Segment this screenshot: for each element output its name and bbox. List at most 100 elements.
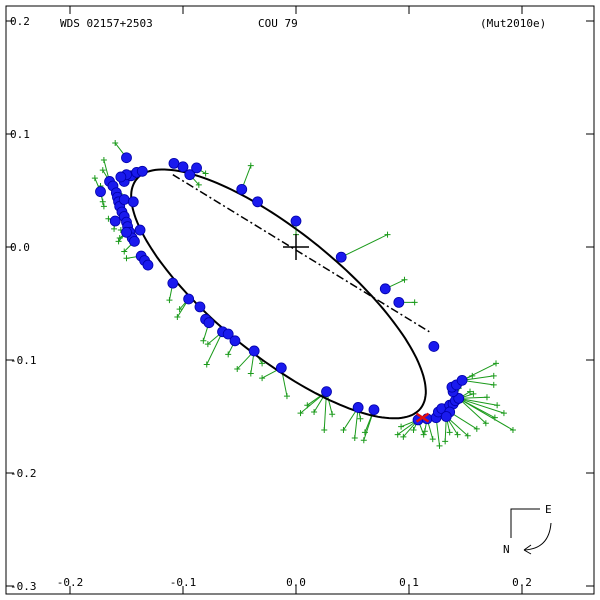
observation-point [121,226,132,238]
residual-plus-marker [490,372,497,379]
residual-plus-marker [401,276,408,283]
observation-point [194,301,206,313]
observation-point [191,162,202,174]
residual-plus-marker [429,436,436,443]
y-tick-label: -0.2 [10,467,37,480]
residual-plus-marker [112,140,119,147]
observation-point [368,404,380,416]
observation-point [428,341,440,352]
observation-point [177,161,189,173]
x-tick-label: -0.1 [170,576,197,589]
compass-north-label: N [503,543,510,556]
observation-point [379,283,391,295]
residual-plus-marker [297,410,304,417]
observation-point [321,386,332,398]
observation-point [252,196,263,208]
residual-plus-marker [361,429,368,436]
residual-plus-marker [470,390,477,397]
residual-line [458,397,498,406]
residual-plus-marker [398,423,405,430]
observation-point [222,328,234,340]
residual-plus-marker [357,415,364,422]
y-tick-label: 0.1 [10,128,30,141]
residual-plus-marker [446,429,453,436]
observation-point [203,317,215,329]
residual-plus-marker [410,427,417,434]
residual-plus-marker [411,299,418,306]
observation-point [142,259,154,271]
observation-point [121,152,132,164]
residual-plus-marker [420,431,427,438]
plot-frame [5,5,595,595]
residual-line [340,234,388,258]
residual-plus-marker [100,156,107,163]
y-tick-label: 0.2 [10,15,30,28]
residual-plus-marker [247,370,254,377]
observation-point [118,194,130,205]
residual-plus-marker [283,393,290,400]
residual-plus-marker [483,394,490,401]
x-tick-label: 0.1 [399,576,419,589]
residual-plus-marker [384,231,391,238]
residual-plus-marker [200,337,207,344]
y-tick-label: -0.3 [10,580,37,593]
residual-plus-marker [400,433,407,440]
compass-rotation-arrow [523,522,552,551]
observation-point [168,157,180,169]
observation-point [456,374,468,386]
observation-point [440,411,452,422]
observation-point [184,169,196,181]
residual-plus-marker [509,427,516,434]
line-of-nodes [172,174,430,333]
residual-plus-marker [493,360,500,367]
residual-plus-marker [115,238,122,245]
wds-id-label: WDS 02157+2503 [60,17,153,30]
observation-point [229,335,241,347]
residual-plus-marker [490,381,497,388]
observation-point [115,171,127,183]
observation-point [290,215,302,227]
x-tick-label: 0.2 [512,576,532,589]
residual-plus-marker [340,427,347,434]
observation-point [248,345,260,357]
observation-point [335,251,347,263]
orbit-ellipse [130,168,427,420]
residual-line [206,331,224,365]
residual-line [458,397,505,414]
compass-east-label: E [545,503,552,516]
observation-point [352,402,364,413]
discoverer-label: COU 79 [258,17,298,30]
observation-point [129,235,140,247]
compass: E N [503,503,552,556]
reference-label: (Mut2010e) [480,17,546,30]
residual-plus-marker [202,170,209,177]
y-tick-label: 0.0 [10,241,30,254]
x-tick-label: -0.2 [57,576,84,589]
orbit-layer [130,168,430,420]
residual-plus-marker [121,248,128,255]
residual-plus-marker [259,360,266,367]
compass-axes [510,508,540,538]
marked-point [415,412,430,423]
residual-plus-marker [394,431,401,438]
residual-plus-marker [482,420,489,427]
marked-point-layer [415,412,430,423]
residual-plus-marker [454,431,461,438]
residual-plus-marker [494,402,501,409]
residual-plus-marker [166,297,173,304]
residual-plus-marker [442,438,449,445]
residual-plus-marker [204,341,211,348]
residual-plus-marker [123,255,130,262]
residual-plus-marker [467,388,474,395]
residual-plus-marker [100,203,107,210]
axis-ticks: 0.2 0.1 0.0 -0.1 -0.2 -0.3 -0.2 -0.1 0.0 0.1 0.2 [6,6,594,594]
observation-point [275,362,287,374]
residual-plus-marker [351,434,358,441]
observation-point [183,293,195,305]
residual-plus-marker [174,314,181,321]
observation-point [236,183,248,195]
observation-point [127,196,139,208]
observation-point [136,165,148,177]
residual-plus-marker [360,437,367,444]
